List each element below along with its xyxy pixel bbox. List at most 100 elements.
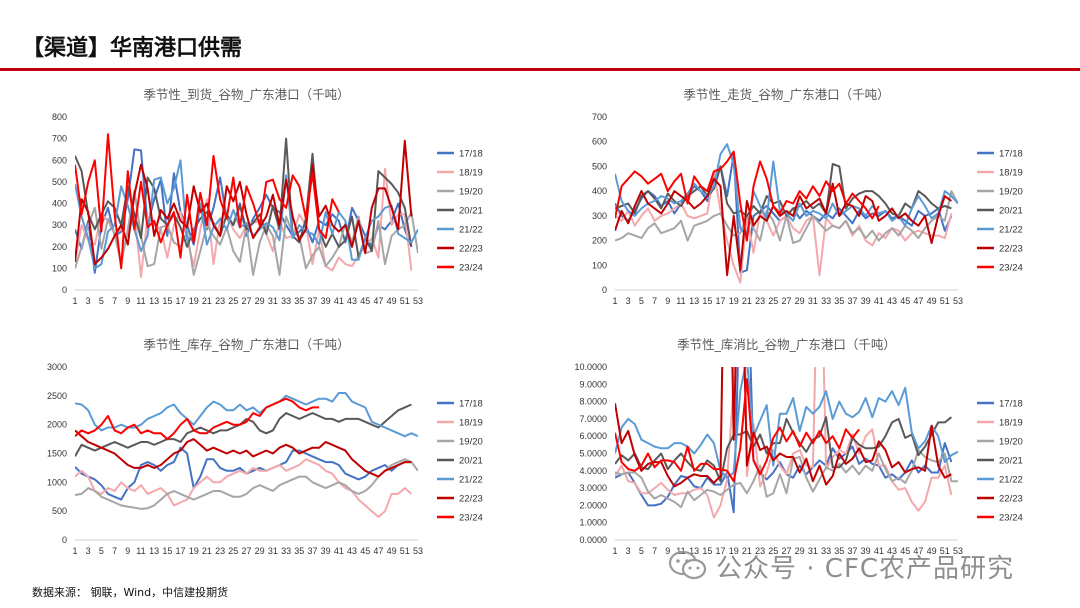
x-tick-label: 43 [347, 546, 357, 556]
x-tick-label: 11 [136, 296, 145, 306]
x-tick-label: 39 [321, 546, 331, 556]
legend-label: 18/19 [999, 168, 1023, 179]
legend-label: 20/21 [459, 456, 483, 467]
y-tick-label: 9.0000 [579, 379, 607, 389]
x-tick-label: 3 [86, 546, 91, 556]
legend-label: 21/22 [999, 225, 1023, 236]
x-tick-label: 5 [99, 546, 104, 556]
y-tick-label: 3000 [47, 362, 67, 372]
series-line-18-19 [75, 458, 413, 518]
x-tick-label: 29 [255, 296, 265, 306]
legend-label: 22/23 [459, 494, 483, 505]
x-tick-label: 51 [940, 546, 950, 556]
x-tick-label: 7 [112, 296, 117, 306]
chart-stock-ratio: 季节性_库消比_谷物_广东港口（千吨） 0.0000 1.0000 2.0000 3.0… [574, 337, 1023, 556]
x-tick-label: 37 [307, 546, 317, 556]
x-tick-label: 9 [665, 546, 670, 556]
x-tick-label: 11 [136, 546, 145, 556]
x-tick-label: 25 [228, 546, 238, 556]
legend-label: 23/24 [459, 513, 483, 524]
series-line-19-20 [75, 458, 418, 510]
x-tick-label: 1 [612, 546, 617, 556]
y-tick-label: 2.0000 [579, 500, 607, 510]
y-tick-label: 7.0000 [579, 414, 607, 424]
y-tick-label: 400 [592, 186, 607, 196]
series-line-18-19 [615, 170, 953, 284]
x-tick-label: 49 [927, 296, 937, 306]
x-tick-label: 1 [72, 296, 77, 306]
x-tick-label: 3 [86, 296, 91, 306]
series-line-17-18 [615, 367, 953, 514]
x-tick-label: 51 [940, 296, 950, 306]
x-tick-label: 3 [626, 296, 631, 306]
x-tick-label: 39 [321, 296, 331, 306]
page-header: 【渠道】华南港口供需 [0, 0, 1080, 72]
x-tick-label: 51 [400, 296, 410, 306]
x-tick-label: 29 [255, 546, 265, 556]
x-tick-label: 39 [861, 296, 871, 306]
x-tick-label: 37 [847, 546, 857, 556]
legend-label: 20/21 [999, 206, 1023, 217]
x-tick-label: 31 [808, 546, 818, 556]
x-tick-label: 39 [861, 546, 871, 556]
y-tick-label: 100 [52, 263, 67, 273]
x-tick-label: 7 [652, 546, 657, 556]
legend-label: 21/22 [459, 225, 483, 236]
x-tick-label: 45 [360, 296, 370, 306]
series-line-22-23 [75, 139, 413, 266]
x-tick-label: 49 [387, 296, 397, 306]
x-tick-label: 27 [241, 546, 251, 556]
x-tick-label: 15 [162, 546, 172, 556]
x-tick-label: 7 [652, 296, 657, 306]
x-tick-label: 19 [729, 296, 739, 306]
legend-label: 17/18 [459, 149, 483, 160]
y-tick-label: 700 [52, 134, 67, 144]
x-tick-label: 29 [795, 296, 805, 306]
legend-label: 17/18 [999, 149, 1023, 160]
legend-label: 21/22 [999, 475, 1023, 486]
x-tick-label: 31 [268, 296, 278, 306]
x-tick-label: 31 [808, 296, 818, 306]
x-tick-label: 15 [162, 296, 172, 306]
x-tick-label: 21 [202, 296, 212, 306]
x-tick-label: 9 [665, 296, 670, 306]
watermark-text: 公众号 · CFC农产品研究 [716, 553, 1015, 584]
x-tick-label: 13 [149, 546, 159, 556]
x-tick-label: 23 [215, 296, 225, 306]
series-line-23-24 [75, 397, 320, 441]
x-tick-label: 41 [874, 296, 884, 306]
x-tick-label: 19 [189, 546, 199, 556]
series-line-17-18 [75, 446, 412, 501]
legend-label: 19/20 [999, 437, 1023, 448]
y-tick-label: 0 [62, 285, 67, 295]
x-tick-label: 5 [639, 546, 644, 556]
series-line-22-23 [615, 367, 952, 488]
x-tick-label: 17 [176, 546, 186, 556]
x-tick-label: 9 [125, 546, 130, 556]
x-tick-label: 45 [900, 296, 910, 306]
chart-title: 季节性_库存_谷物_广东港口（千吨） [143, 337, 349, 352]
x-tick-label: 3 [626, 546, 631, 556]
x-tick-label: 33 [281, 296, 291, 306]
data-source-note: 数据来源： 钢联，Wind，中信建投期货 [32, 586, 229, 599]
x-tick-label: 5 [639, 296, 644, 306]
x-tick-label: 13 [689, 546, 699, 556]
legend-label: 18/19 [459, 418, 483, 429]
series-line-21-22 [615, 143, 958, 237]
y-tick-label: 800 [52, 112, 67, 122]
x-tick-label: 17 [716, 546, 726, 556]
x-tick-label: 1 [72, 546, 77, 556]
x-tick-label: 33 [281, 546, 291, 556]
x-tick-label: 27 [781, 546, 791, 556]
x-tick-label: 47 [913, 546, 923, 556]
x-tick-label: 41 [874, 546, 884, 556]
chart-arrivals: 季节性_到货_谷物_广东港口（千吨） 0 100 200 300 400 500 600 700… [52, 87, 483, 306]
legend-label: 18/19 [459, 168, 483, 179]
x-tick-label: 49 [927, 546, 937, 556]
series-line-21-22 [615, 367, 958, 479]
series-line-22-23 [75, 429, 412, 478]
x-tick-label: 11 [676, 546, 685, 556]
x-tick-label: 35 [294, 296, 304, 306]
x-tick-label: 47 [913, 296, 923, 306]
x-tick-label: 27 [781, 296, 791, 306]
